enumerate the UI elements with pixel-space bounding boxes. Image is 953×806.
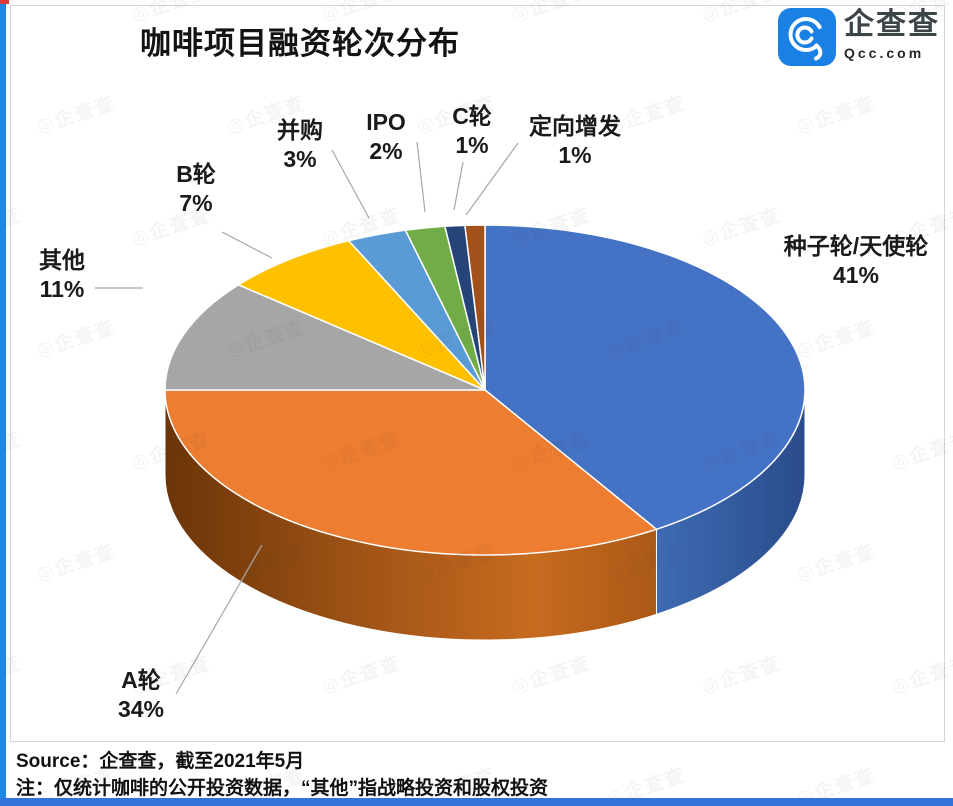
slice-label-7: 定向增发 1% — [529, 112, 621, 170]
slice-label-value: 1% — [558, 142, 592, 168]
slice-label-6: C轮 1% — [452, 102, 492, 160]
slice-label-value: 7% — [179, 190, 213, 216]
leader-line-7 — [465, 142, 519, 216]
slice-label-name: 并购 — [277, 117, 323, 143]
leader-line-5 — [416, 141, 426, 213]
pie-slice-2 — [164, 284, 486, 391]
leader-line-1 — [175, 544, 263, 695]
slice-label-name: A轮 — [121, 667, 161, 693]
page-bottom-accent-bar — [0, 798, 953, 806]
qcc-logo-name: 企查查 — [844, 8, 940, 41]
pie-slice-7 — [464, 224, 486, 391]
slice-label-value: 2% — [369, 138, 403, 164]
pie-slice-0 — [484, 224, 806, 531]
slice-label-5: IPO 2% — [366, 108, 406, 166]
leader-line-3 — [221, 231, 273, 259]
slice-label-3: B轮 7% — [176, 160, 216, 218]
slice-label-value: 1% — [455, 132, 489, 158]
slice-label-0: 种子轮/天使轮 41% — [784, 232, 928, 290]
leader-line-4 — [331, 149, 370, 219]
page-corner-accent — [0, 0, 9, 4]
qcc-logo-domain: Qcc.com — [844, 45, 925, 61]
source-line: Source：企查查，截至2021年5月 — [16, 751, 305, 772]
page-left-accent-bar — [0, 0, 6, 806]
chart-title: 咖啡项目融资轮次分布 — [140, 26, 460, 61]
slice-label-value: 41% — [832, 262, 880, 288]
leader-line-6 — [453, 161, 464, 211]
pie-slice-1 — [164, 389, 658, 556]
slice-label-value: 34% — [117, 696, 165, 722]
slice-label-1: A轮 34% — [118, 666, 164, 724]
slice-label-name: 种子轮/天使轮 — [783, 233, 929, 259]
chart-frame — [10, 5, 945, 742]
note-line: 注：仅统计咖啡的公开投资数据，“其他”指战略投资和股权投资 — [16, 778, 549, 799]
slice-label-value: 11% — [39, 276, 85, 302]
slice-label-2: 其他 11% — [39, 246, 85, 304]
slice-label-value: 3% — [283, 146, 317, 172]
qcc-logo-icon — [778, 8, 836, 66]
slice-label-name: C轮 — [452, 103, 492, 129]
slice-label-name: B轮 — [176, 161, 216, 187]
slice-label-4: 并购 3% — [277, 116, 323, 174]
pie-slice-3 — [237, 239, 486, 391]
slice-label-name: IPO — [366, 109, 406, 135]
slice-label-name: 其他 — [39, 247, 85, 273]
slice-label-name: 定向增发 — [529, 113, 621, 139]
qcc-logo: 企查查 Qcc.com — [778, 8, 940, 66]
